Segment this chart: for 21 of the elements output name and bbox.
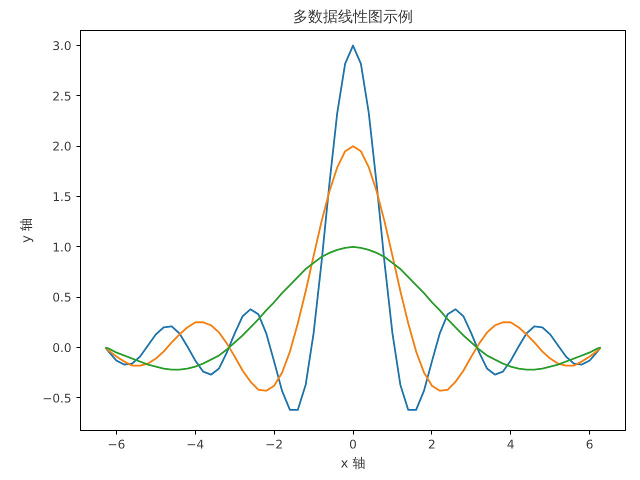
x-tick-label: −2 <box>265 438 283 452</box>
x-axis-title: x 轴 <box>340 456 366 472</box>
y-tick-label: −0.5 <box>42 391 72 406</box>
y-tick-label: 3.0 <box>52 39 72 54</box>
x-tick-label: −6 <box>108 438 126 452</box>
x-tick-label: 6 <box>586 438 594 452</box>
line-series <box>104 145 602 392</box>
y-tick-label: 1.0 <box>52 240 72 254</box>
x-tick-label: −4 <box>186 438 204 452</box>
chart-title: 多数据线性图示例 <box>293 8 413 26</box>
y-tick-label: 0.5 <box>52 290 72 305</box>
x-tick-label: 0 <box>349 438 357 452</box>
line-series <box>104 246 602 371</box>
x-tick-label: 4 <box>506 438 515 452</box>
y-tick-label: 1.5 <box>52 190 72 204</box>
line-series <box>104 44 602 411</box>
y-tick-label: 2.5 <box>52 89 72 104</box>
y-axis-title: y 轴 <box>19 218 34 243</box>
x-tick-label: 2 <box>428 438 436 452</box>
y-tick-label: 0.0 <box>52 340 72 355</box>
y-tick-label: 2.0 <box>52 140 72 154</box>
